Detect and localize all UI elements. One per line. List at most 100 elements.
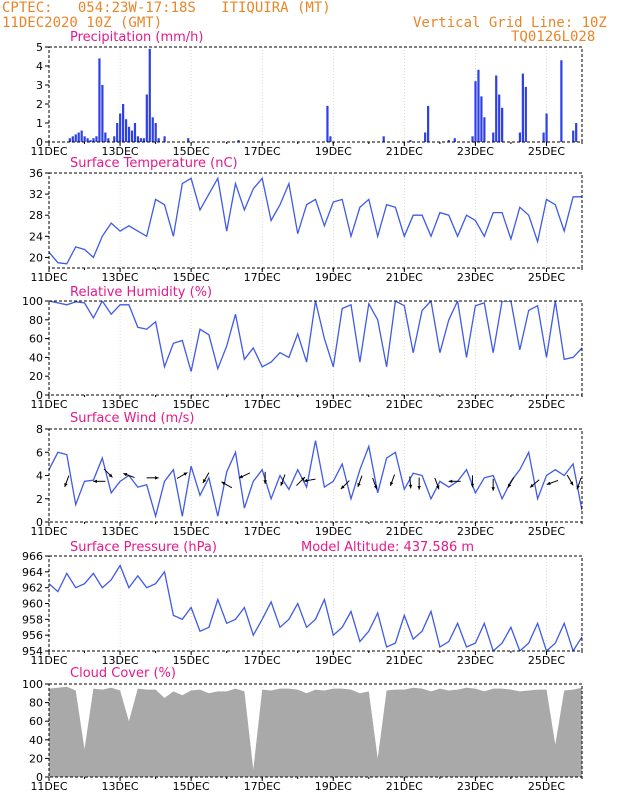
precip-bar bbox=[148, 48, 151, 142]
temp-xtick-label: 17DEC bbox=[244, 271, 281, 284]
wind-arrow-head bbox=[470, 483, 475, 488]
wind-xtick-label: 15DEC bbox=[173, 525, 210, 538]
precip-bar bbox=[187, 138, 190, 142]
precip-xtick-label: 23DEC bbox=[457, 145, 494, 158]
precip-bar bbox=[524, 86, 527, 142]
press-ytick-label: 958 bbox=[22, 613, 43, 626]
wind-arrow-head bbox=[436, 485, 440, 490]
cloud-xtick-label: 21DEC bbox=[386, 780, 423, 793]
precip-ytick-label: 0 bbox=[36, 136, 43, 149]
rh-ytick-label: 100 bbox=[22, 295, 43, 308]
wind-arrow-head bbox=[238, 474, 243, 479]
precip-bar bbox=[119, 113, 122, 142]
precip-bar bbox=[68, 138, 71, 142]
precip-title: Precipitation (mm/h) bbox=[70, 30, 204, 45]
precip-bar bbox=[501, 107, 504, 142]
precip-bar bbox=[86, 138, 89, 142]
precip-bar bbox=[142, 138, 145, 142]
wind-arrow-head bbox=[64, 482, 68, 487]
precip-bar bbox=[139, 138, 142, 142]
wind-arrow-head bbox=[123, 473, 128, 477]
precip-bar bbox=[575, 123, 578, 142]
header-station: CPTEC: 054:23W-17:18S ITIQUIRA (MT) bbox=[2, 0, 331, 16]
temp-line bbox=[49, 176, 582, 265]
rh-ytick-label: 80 bbox=[29, 314, 43, 327]
precip-bar bbox=[101, 85, 104, 142]
cloud-ytick-label: 20 bbox=[29, 752, 43, 765]
temp-xtick-label: 15DEC bbox=[173, 271, 210, 284]
precip-bar bbox=[95, 136, 98, 142]
wind-arrow-head bbox=[303, 478, 308, 483]
precip-bar bbox=[424, 132, 427, 142]
press-line bbox=[49, 564, 582, 651]
wind-ytick-label: 2 bbox=[36, 493, 43, 506]
precip-ytick-label: 3 bbox=[36, 79, 43, 92]
precip-bar bbox=[116, 123, 119, 142]
precip-xtick-label: 13DEC bbox=[102, 145, 139, 158]
press-ytick-label: 966 bbox=[22, 550, 43, 563]
wind-line bbox=[49, 440, 582, 519]
precip-bar bbox=[545, 113, 548, 142]
precip-bar bbox=[80, 130, 83, 142]
precip-bar bbox=[560, 60, 563, 142]
temp-xtick-label: 13DEC bbox=[102, 271, 139, 284]
header-run: 11DEC2020 10Z (GMT) bbox=[2, 15, 163, 31]
precip-bar bbox=[113, 136, 116, 142]
wind-arrow-head bbox=[417, 486, 421, 490]
precip-xtick-label: 25DEC bbox=[528, 145, 565, 158]
wind-ytick-label: 4 bbox=[36, 470, 43, 483]
wind-xtick-label: 11DEC bbox=[30, 525, 67, 538]
precip-bar bbox=[492, 132, 495, 142]
temp-ytick-label: 28 bbox=[29, 209, 43, 222]
precip-bar bbox=[104, 132, 107, 142]
press-ytick-label: 962 bbox=[22, 582, 43, 595]
precip-bar bbox=[89, 140, 92, 142]
wind-xtick-label: 25DEC bbox=[528, 525, 565, 538]
wind-arrow-head bbox=[390, 481, 394, 486]
wind-xtick-label: 21DEC bbox=[386, 525, 423, 538]
wind-xtick-label: 23DEC bbox=[457, 525, 494, 538]
temp-ytick-label: 32 bbox=[29, 188, 43, 201]
press-xtick-label: 17DEC bbox=[244, 654, 281, 667]
wind-ytick-label: 8 bbox=[36, 423, 43, 436]
cloud-ytick-label: 80 bbox=[29, 697, 43, 710]
temp-frame bbox=[48, 172, 583, 269]
wind-arrow-head bbox=[507, 483, 512, 488]
precip-bar bbox=[498, 94, 501, 142]
press-xtick-label: 23DEC bbox=[457, 654, 494, 667]
header-model: TQ0126L028 bbox=[511, 29, 596, 45]
wind-xtick-label: 13DEC bbox=[102, 525, 139, 538]
temp-xtick-label: 19DEC bbox=[315, 271, 352, 284]
wind-arrow-head bbox=[576, 485, 580, 490]
wind-arrow-head bbox=[280, 481, 284, 486]
precip-bar bbox=[157, 138, 160, 142]
rh-xtick-label: 23DEC bbox=[457, 398, 494, 411]
rh-xtick-label: 15DEC bbox=[173, 398, 210, 411]
press-ytick-label: 954 bbox=[22, 645, 43, 658]
wind-arrow-head bbox=[155, 476, 159, 480]
cloud-xtick-label: 25DEC bbox=[528, 780, 565, 793]
wind-ytick-label: 6 bbox=[36, 446, 43, 459]
wind-arrow-head bbox=[301, 477, 305, 481]
precip-bar bbox=[154, 123, 157, 142]
wind-arrow-head bbox=[108, 473, 113, 478]
precip-bar bbox=[107, 138, 110, 142]
wind-xtick-label: 17DEC bbox=[244, 525, 281, 538]
precip-ytick-label: 4 bbox=[36, 60, 43, 73]
temp-title: Surface Temperature (nC) bbox=[70, 156, 238, 171]
rh-xtick-label: 11DEC bbox=[30, 398, 67, 411]
precip-bar bbox=[136, 136, 140, 142]
precip-xtick-label: 17DEC bbox=[244, 145, 281, 158]
precip-bar bbox=[92, 138, 95, 142]
temp-xtick-label: 21DEC bbox=[386, 271, 423, 284]
wind-xtick-label: 19DEC bbox=[315, 525, 352, 538]
rh-xtick-label: 25DEC bbox=[528, 398, 565, 411]
temp-ytick-label: 24 bbox=[29, 230, 43, 243]
precip-bar bbox=[127, 126, 131, 142]
wind-title: Surface Wind (m/s) bbox=[70, 411, 195, 426]
wind-arrow-head bbox=[263, 480, 267, 484]
temp-ytick-label: 20 bbox=[29, 251, 43, 264]
precip-bar bbox=[133, 123, 137, 142]
rh-frame bbox=[48, 300, 583, 396]
cloud-ytick-label: 40 bbox=[29, 734, 43, 747]
